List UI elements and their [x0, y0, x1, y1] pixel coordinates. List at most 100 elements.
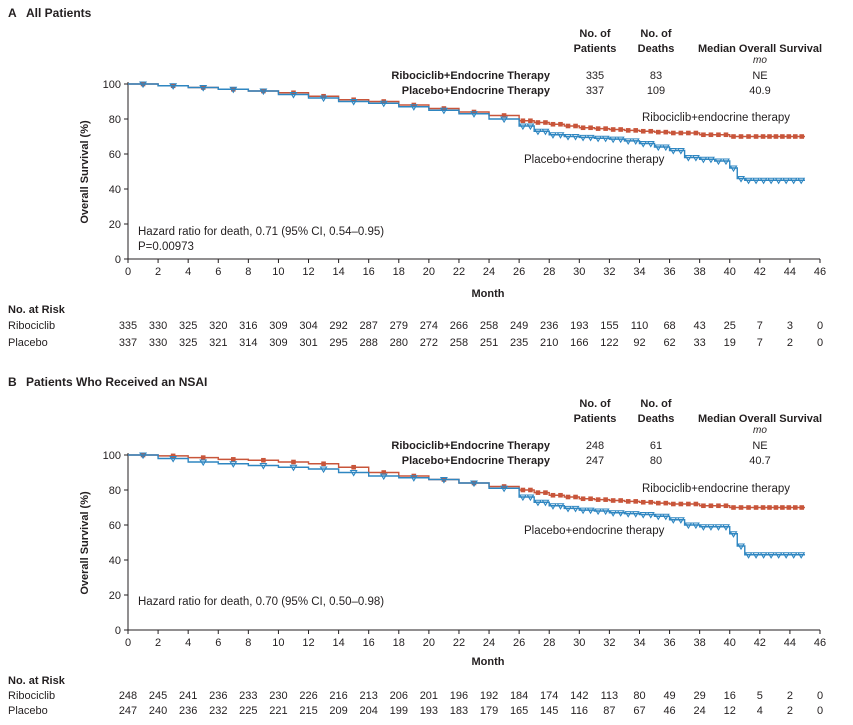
censor-marker	[723, 503, 729, 509]
censor-marker	[199, 84, 208, 92]
table-row-deaths: 83	[650, 70, 662, 82]
censor-marker	[139, 81, 148, 89]
censor-marker	[746, 134, 751, 139]
censor-marker	[678, 130, 684, 136]
table-row-median: 40.9	[749, 85, 770, 97]
risk-row-value: 113	[601, 690, 619, 702]
risk-row-value: 4	[757, 705, 763, 717]
risk-row-value: 226	[299, 690, 317, 702]
censor-marker	[691, 154, 700, 162]
y-tick-label: 100	[103, 450, 121, 462]
censor-marker	[229, 86, 238, 94]
censor-marker	[797, 177, 806, 185]
censor-marker	[550, 121, 556, 127]
censor-marker	[799, 134, 805, 139]
y-tick-label: 0	[115, 254, 121, 266]
censor-marker	[349, 98, 358, 106]
censor-marker	[669, 147, 678, 155]
censor-marker	[470, 480, 478, 488]
censor-marker	[744, 552, 753, 559]
risk-row-value: 258	[480, 320, 498, 332]
risk-row-value: 0	[817, 337, 823, 349]
table-row-label: Ribociclib+Endocrine Therapy	[391, 70, 551, 82]
risk-row-value: 165	[510, 705, 528, 717]
x-tick-label: 10	[272, 266, 284, 278]
risk-row-value: 67	[633, 705, 645, 717]
censor-marker	[409, 104, 418, 111]
y-tick-label: 60	[109, 520, 121, 532]
annotation-text: Hazard ratio for death, 0.70 (95% CI, 0.…	[138, 596, 384, 608]
risk-row-label: Ribociclib	[8, 690, 55, 702]
risk-row-value: 325	[179, 320, 197, 332]
risk-row-value: 193	[570, 320, 588, 332]
censor-marker	[289, 91, 298, 99]
censor-marker	[737, 543, 745, 551]
risk-row-value: 110	[631, 320, 649, 332]
header-patients-2: Patients	[574, 43, 617, 55]
censor-marker	[792, 134, 798, 139]
risk-row-value: 309	[269, 320, 287, 332]
header-patients-1: No. of	[579, 398, 610, 410]
censor-marker	[752, 552, 761, 559]
table-row-patients: 248	[586, 440, 604, 452]
censor-marker	[759, 552, 768, 559]
x-axis-label: Month	[472, 288, 505, 300]
censor-marker	[439, 476, 448, 484]
curve-label-placebo: Placebo+endocrine therapy	[524, 154, 665, 166]
header-deaths-1: No. of	[640, 28, 671, 40]
censor-marker	[646, 140, 655, 148]
risk-row-value: 116	[571, 705, 589, 717]
table-row-deaths: 61	[650, 440, 662, 452]
censor-marker	[229, 461, 238, 468]
censor-marker	[470, 111, 478, 118]
x-tick-label: 42	[754, 266, 766, 278]
censor-marker	[731, 134, 736, 139]
x-tick-label: 8	[245, 637, 251, 649]
x-tick-label: 20	[423, 266, 435, 278]
risk-row-value: 280	[390, 337, 408, 349]
y-tick-label: 80	[109, 114, 121, 126]
censor-marker	[259, 462, 268, 470]
curve-label-ribociclib: Ribociclib+endocrine therapy	[642, 483, 790, 495]
censor-marker	[701, 132, 706, 138]
risk-row-value: 62	[663, 337, 675, 349]
censor-marker	[774, 552, 783, 559]
censor-marker	[693, 130, 699, 136]
x-tick-label: 46	[814, 266, 826, 278]
x-tick-label: 16	[363, 266, 375, 278]
censor-marker	[789, 552, 798, 559]
risk-row-value: 142	[570, 690, 588, 702]
annotation-text: P=0.00973	[138, 241, 194, 253]
censor-marker	[618, 127, 623, 132]
censor-marker	[409, 475, 418, 482]
risk-row-value: 215	[299, 705, 317, 717]
censor-marker	[601, 508, 610, 516]
risk-row-value: 43	[694, 320, 706, 332]
risk-row-value: 122	[600, 337, 618, 349]
x-tick-label: 12	[302, 637, 314, 649]
table-row-label: Placebo+Endocrine Therapy	[402, 85, 551, 97]
y-tick-label: 20	[109, 590, 121, 602]
censor-marker	[588, 496, 593, 502]
censor-marker	[797, 552, 806, 559]
x-tick-label: 24	[483, 637, 495, 649]
censor-marker	[676, 147, 685, 155]
risk-row-value: 266	[450, 320, 468, 332]
series-markers-placebo	[139, 81, 806, 185]
risk-row-value: 80	[633, 690, 645, 702]
censor-marker	[616, 510, 625, 517]
censor-marker	[603, 126, 608, 131]
risk-row-value: 2	[787, 705, 793, 717]
censor-marker	[556, 132, 565, 139]
censor-marker	[550, 492, 556, 498]
censor-marker	[639, 140, 648, 148]
censor-marker	[722, 524, 730, 531]
panel-letter: B	[8, 375, 17, 389]
censor-marker	[760, 134, 766, 139]
x-tick-label: 6	[215, 266, 221, 278]
censor-marker	[541, 128, 550, 136]
censor-marker	[773, 134, 779, 139]
censor-marker	[654, 144, 663, 152]
y-tick-label: 80	[109, 485, 121, 497]
x-tick-label: 10	[272, 637, 284, 649]
